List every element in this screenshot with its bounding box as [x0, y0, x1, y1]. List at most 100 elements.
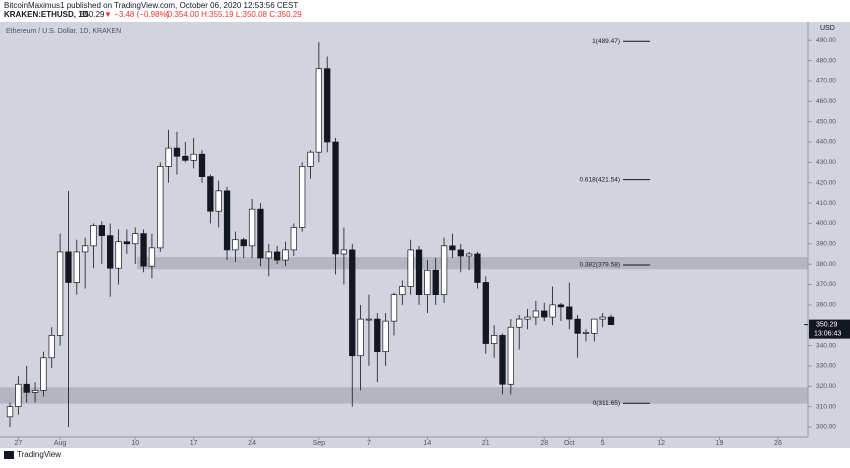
candle-up: [582, 331, 590, 334]
candle-down: [123, 241, 131, 245]
candle-down: [566, 306, 573, 320]
candle-up: [532, 310, 540, 318]
x-tick-label: 27: [14, 440, 22, 447]
x-tick-label: 21: [482, 440, 490, 447]
candle-up: [599, 316, 606, 320]
candle-up: [516, 318, 523, 328]
zone: [0, 387, 808, 404]
x-tick-label: 24: [248, 440, 256, 447]
y-tick-label: 330.00: [816, 363, 836, 370]
candle-up: [390, 294, 398, 322]
candle-up: [440, 245, 448, 296]
candle-down: [332, 141, 339, 255]
candle-up: [290, 227, 297, 251]
candle-up: [340, 249, 348, 255]
candle-down: [273, 251, 281, 261]
y-tick-label: 430.00: [816, 159, 836, 166]
y-tick-label: 450.00: [816, 118, 836, 125]
axis-unit: USD: [820, 25, 835, 32]
x-tick-label: 12: [657, 440, 665, 447]
candle-down: [107, 235, 114, 269]
change: ▼ −3.48 (−0.98%): [104, 10, 170, 19]
x-tick-label: 10: [131, 440, 139, 447]
candle-down: [482, 282, 489, 344]
candle-up: [382, 320, 389, 353]
candle-down: [98, 225, 105, 236]
candle-up: [56, 251, 64, 336]
candle-up: [165, 147, 172, 167]
x-tick-label: 17: [190, 440, 198, 447]
y-tick-label: 310.00: [816, 403, 836, 410]
candle-up: [90, 225, 97, 247]
y-tick-label: 360.00: [816, 302, 836, 309]
fib-label: 0.382(379.58): [580, 262, 620, 269]
candle-up: [265, 251, 272, 259]
candle-down: [240, 239, 247, 247]
candle-down: [349, 249, 356, 357]
y-tick-label: 470.00: [816, 78, 836, 85]
candle-up: [73, 251, 80, 283]
candle-down: [324, 68, 331, 143]
zone: [137, 257, 808, 270]
candle-up: [232, 239, 239, 251]
candle-up: [490, 335, 498, 344]
candle-down: [607, 316, 615, 325]
x-tick-label: Aug: [54, 440, 67, 447]
candle-down: [23, 383, 30, 393]
candle-up: [399, 286, 406, 296]
countdown: 13:06:43: [814, 330, 841, 337]
candle-down: [557, 304, 565, 308]
candle-up: [190, 153, 197, 161]
candle-up: [524, 316, 531, 320]
y-tick-label: 490.00: [816, 37, 836, 44]
y-tick-label: 390.00: [816, 240, 836, 247]
candle-up: [132, 233, 139, 245]
price-tag-label: 350.29: [816, 321, 838, 328]
candle-up: [148, 247, 156, 267]
candle-down: [140, 233, 147, 267]
x-tick-label: 26: [774, 440, 782, 447]
candle-up: [315, 68, 323, 153]
legend: Ethereum / U.S. Dollar, 1D, KRAKEN: [6, 28, 121, 35]
chart-background: [0, 22, 850, 448]
y-tick-label: 400.00: [816, 220, 836, 227]
candle-up: [15, 383, 22, 407]
candle-down: [173, 147, 181, 157]
candle-up: [282, 249, 289, 261]
candle-up: [48, 335, 55, 359]
y-tick-label: 370.00: [816, 281, 836, 288]
candle-down: [499, 335, 506, 385]
candle-down: [182, 155, 189, 161]
candle-up: [157, 166, 164, 249]
fib-label: 1(489.47): [592, 38, 620, 45]
candle-up: [591, 318, 598, 334]
candle-down: [457, 249, 464, 257]
y-tick-label: 440.00: [816, 139, 836, 146]
candle-up: [248, 208, 256, 247]
plot: 300.00310.00320.00330.00340.00350.00360.…: [0, 37, 850, 447]
y-tick-label: 380.00: [816, 261, 836, 268]
candle-up: [365, 318, 373, 321]
price-tag: [809, 319, 850, 339]
brand: TradingView: [17, 450, 61, 459]
candle-up: [424, 269, 431, 296]
x-tick-label: 28: [540, 440, 548, 447]
y-tick-label: 300.00: [816, 424, 836, 431]
candle-down: [257, 208, 264, 259]
x-tick-label: 7: [367, 440, 371, 447]
candle-up: [215, 190, 222, 212]
candle-up: [549, 304, 556, 318]
candle-up: [465, 253, 473, 257]
fib-label: 0(311.65): [593, 400, 620, 407]
x-tick-label: 14: [423, 440, 431, 447]
y-tick-label: 460.00: [816, 98, 836, 105]
candle-up: [507, 326, 514, 385]
x-tick-label: Oct: [564, 440, 575, 447]
price: 350.29: [80, 10, 105, 19]
candle-up: [81, 245, 89, 253]
y-tick-label: 320.00: [816, 383, 836, 390]
candle-up: [407, 249, 414, 287]
publish-note: BitcoinMaximus1 published on TradingView…: [4, 1, 298, 10]
y-tick-label: 340.00: [816, 342, 836, 349]
candle-down: [65, 251, 72, 283]
